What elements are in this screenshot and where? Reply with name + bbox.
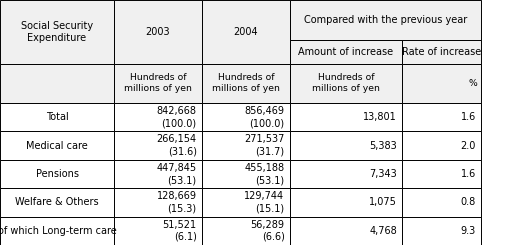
Bar xyxy=(290,217,402,245)
Bar xyxy=(290,160,402,188)
Bar xyxy=(114,103,202,131)
Text: Hundreds of
millions of yen: Hundreds of millions of yen xyxy=(212,73,280,93)
Bar xyxy=(402,160,481,188)
Text: 2004: 2004 xyxy=(233,27,258,37)
Bar xyxy=(402,103,481,131)
Text: 4,768: 4,768 xyxy=(369,226,397,236)
Bar xyxy=(0,0,114,64)
Text: Welfare & Others: Welfare & Others xyxy=(15,197,99,207)
Text: 2.0: 2.0 xyxy=(461,141,476,150)
Text: 447,845
(53.1): 447,845 (53.1) xyxy=(156,163,197,185)
Bar xyxy=(202,217,290,245)
Bar xyxy=(0,103,114,131)
Bar xyxy=(0,160,114,188)
Bar xyxy=(0,188,114,217)
Bar xyxy=(202,131,290,160)
Bar xyxy=(114,217,202,245)
Text: 7,343: 7,343 xyxy=(369,169,397,179)
Text: 9.3: 9.3 xyxy=(461,226,476,236)
Text: 271,537
(31.7): 271,537 (31.7) xyxy=(244,134,285,157)
Bar xyxy=(202,103,290,131)
Bar xyxy=(402,40,481,64)
Text: Amount of increase: Amount of increase xyxy=(299,47,393,57)
Bar xyxy=(290,103,402,131)
Bar xyxy=(402,131,481,160)
Text: Hundreds of
millions of yen: Hundreds of millions of yen xyxy=(124,73,192,93)
Bar xyxy=(114,131,202,160)
Text: 842,668
(100.0): 842,668 (100.0) xyxy=(157,106,197,128)
Bar xyxy=(402,217,481,245)
Text: 1.6: 1.6 xyxy=(461,169,476,179)
Text: 51,521
(6.1): 51,521 (6.1) xyxy=(163,220,197,242)
Bar xyxy=(114,188,202,217)
Text: Rate of increase: Rate of increase xyxy=(402,47,481,57)
Text: Pensions: Pensions xyxy=(36,169,78,179)
Text: 1.6: 1.6 xyxy=(461,112,476,122)
Text: 455,188
(53.1): 455,188 (53.1) xyxy=(244,163,285,185)
Text: Hundreds of
millions of yen: Hundreds of millions of yen xyxy=(312,73,380,93)
Bar xyxy=(202,160,290,188)
Text: Total: Total xyxy=(46,112,69,122)
Bar xyxy=(290,131,402,160)
Bar xyxy=(0,64,114,103)
Text: 13,801: 13,801 xyxy=(363,112,397,122)
Bar xyxy=(290,40,402,64)
Text: Compared with the previous year: Compared with the previous year xyxy=(304,15,467,25)
Text: Social Security
Expenditure: Social Security Expenditure xyxy=(21,21,93,43)
Bar xyxy=(202,64,290,103)
Text: 1,075: 1,075 xyxy=(369,197,397,207)
Text: 856,469
(100.0): 856,469 (100.0) xyxy=(245,106,285,128)
Text: Medical care: Medical care xyxy=(26,141,88,150)
Bar xyxy=(290,188,402,217)
Bar xyxy=(0,217,114,245)
Bar xyxy=(290,64,402,103)
Bar xyxy=(114,64,202,103)
Text: 5,383: 5,383 xyxy=(369,141,397,150)
Text: 128,669
(15.3): 128,669 (15.3) xyxy=(157,191,197,214)
Bar xyxy=(290,0,481,40)
Bar xyxy=(402,188,481,217)
Text: %: % xyxy=(468,79,477,88)
Bar xyxy=(114,160,202,188)
Text: 56,289
(6.6): 56,289 (6.6) xyxy=(251,220,285,242)
Text: 2003: 2003 xyxy=(145,27,170,37)
Text: of which Long-term care: of which Long-term care xyxy=(0,226,117,236)
Bar xyxy=(402,64,481,103)
Bar xyxy=(202,188,290,217)
Bar xyxy=(202,0,290,64)
Bar xyxy=(114,0,202,64)
Text: 129,744
(15.1): 129,744 (15.1) xyxy=(244,191,285,214)
Text: 266,154
(31.6): 266,154 (31.6) xyxy=(156,134,197,157)
Bar xyxy=(0,131,114,160)
Text: 0.8: 0.8 xyxy=(461,197,476,207)
